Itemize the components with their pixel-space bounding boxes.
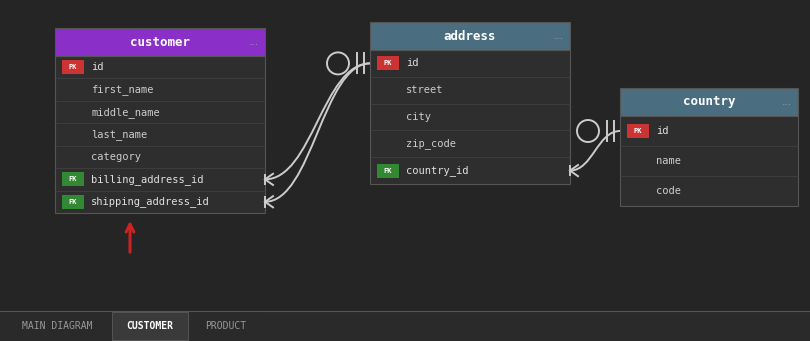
Bar xyxy=(55,56,265,213)
Text: PK: PK xyxy=(633,128,642,134)
Bar xyxy=(62,172,84,187)
Bar xyxy=(627,124,649,138)
Text: PK: PK xyxy=(384,60,392,66)
Text: FK: FK xyxy=(69,176,77,182)
Text: country: country xyxy=(683,95,735,108)
Text: shipping_address_id: shipping_address_id xyxy=(91,196,210,207)
Bar xyxy=(62,60,84,74)
Text: FK: FK xyxy=(69,199,77,205)
Text: first_name: first_name xyxy=(91,84,154,95)
Text: CUSTOMER: CUSTOMER xyxy=(126,321,173,331)
Bar xyxy=(113,312,188,340)
Text: FK: FK xyxy=(384,167,392,174)
Bar xyxy=(370,22,570,50)
Bar xyxy=(377,164,399,178)
Bar xyxy=(370,50,570,184)
Text: name: name xyxy=(656,156,681,166)
Bar xyxy=(62,195,84,209)
Text: zip_code: zip_code xyxy=(406,138,456,149)
Text: street: street xyxy=(406,85,444,95)
Text: id: id xyxy=(91,62,104,72)
Text: PRODUCT: PRODUCT xyxy=(205,321,245,331)
Text: city: city xyxy=(406,112,431,122)
Bar xyxy=(5,312,109,340)
Text: code: code xyxy=(656,186,681,196)
Text: billing_address_id: billing_address_id xyxy=(91,174,203,185)
Bar xyxy=(377,56,399,70)
Text: last_name: last_name xyxy=(91,129,147,140)
Bar xyxy=(55,28,265,56)
Text: id: id xyxy=(656,126,668,136)
Text: category: category xyxy=(91,152,141,162)
Bar xyxy=(620,116,798,206)
Text: id: id xyxy=(406,58,419,69)
Text: address: address xyxy=(444,30,497,43)
Text: country_id: country_id xyxy=(406,165,468,176)
Bar xyxy=(191,312,259,340)
Text: ...: ... xyxy=(249,37,259,47)
Text: ...: ... xyxy=(554,31,564,41)
Text: ...: ... xyxy=(782,97,792,107)
Text: PK: PK xyxy=(69,64,77,70)
Bar xyxy=(0,311,810,341)
Text: customer: customer xyxy=(130,35,190,48)
Text: middle_name: middle_name xyxy=(91,107,160,118)
Text: MAIN DIAGRAM: MAIN DIAGRAM xyxy=(22,321,92,331)
Bar xyxy=(620,88,798,116)
